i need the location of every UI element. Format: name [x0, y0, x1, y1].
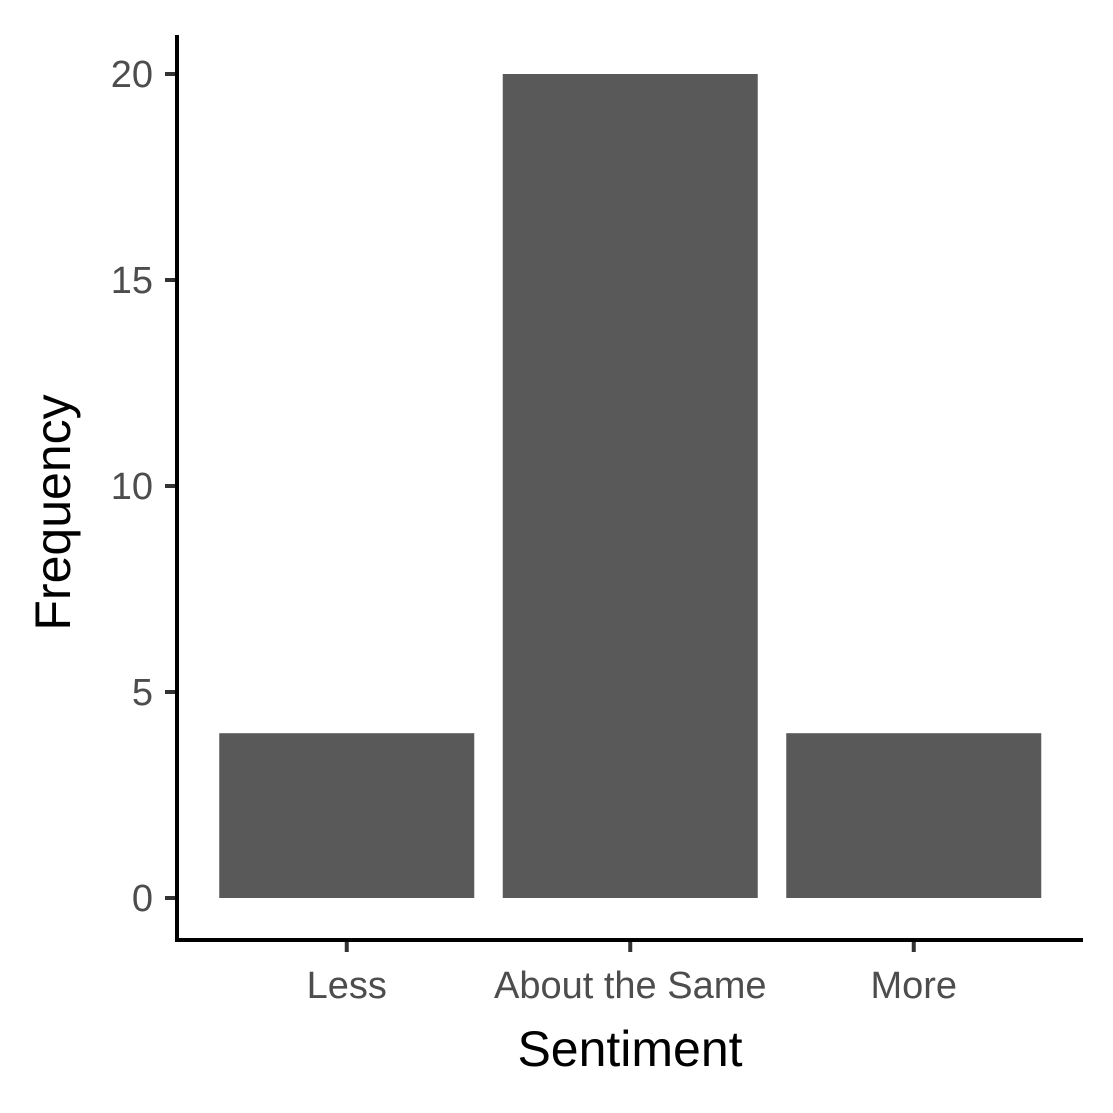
y-tick-label: 0	[132, 878, 153, 920]
y-axis-ticks: 0 5 10 15 20	[111, 54, 177, 920]
bars-group	[219, 74, 1042, 898]
bar-more	[786, 733, 1042, 898]
y-tick-label: 15	[111, 260, 153, 302]
x-tick-label: More	[870, 965, 957, 1007]
x-tick-label: About the Same	[494, 965, 767, 1007]
y-tick-label: 10	[111, 466, 153, 508]
y-tick-label: 5	[132, 672, 153, 714]
y-tick-label: 20	[111, 54, 153, 96]
x-axis-ticks: Less About the Same More	[307, 940, 957, 1007]
y-axis-title: Frequency	[25, 394, 81, 630]
bar-about-the-same	[502, 74, 758, 898]
x-axis-title: Sentiment	[517, 1021, 742, 1077]
x-tick-label: Less	[307, 965, 387, 1007]
bar-less	[219, 733, 475, 898]
